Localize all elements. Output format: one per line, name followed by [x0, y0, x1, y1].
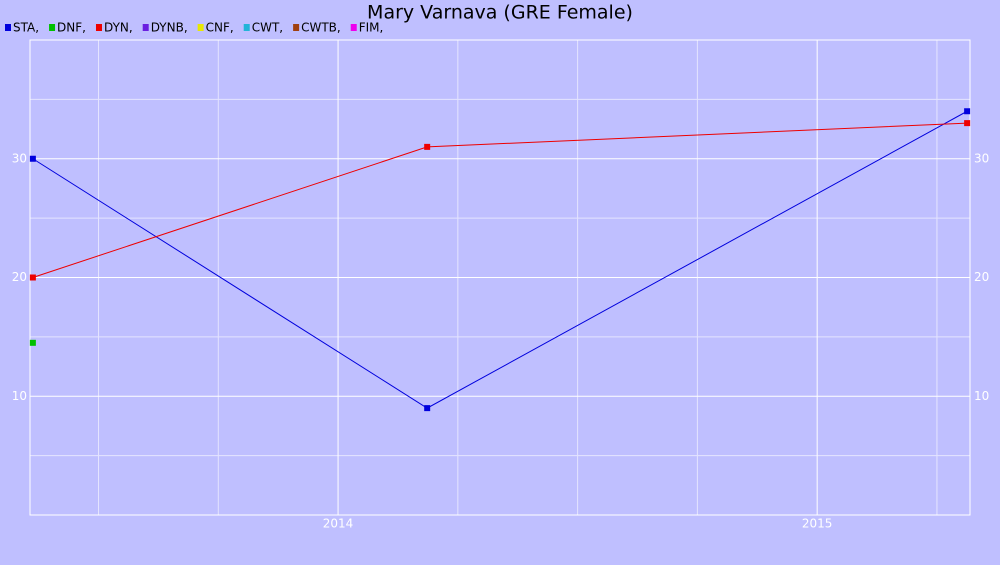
data-point: [964, 108, 971, 115]
legend-label: FIM,: [359, 21, 384, 35]
chart-title: Mary Varnava (GRE Female): [367, 2, 633, 24]
legend-swatch: [243, 24, 250, 31]
legend-label: CWTB,: [301, 21, 341, 35]
x-tick-label: 2014: [323, 517, 354, 531]
data-point: [29, 274, 36, 281]
legend-label: DNF,: [57, 21, 86, 35]
legend-label: STA,: [13, 21, 39, 35]
legend-label: DYN,: [104, 21, 133, 35]
x-tick-label: 2015: [802, 517, 833, 531]
y2-tick-label: 30: [974, 151, 989, 165]
legend-swatch: [49, 24, 56, 31]
legend-swatch: [142, 24, 149, 31]
y2-tick-label: 10: [974, 389, 989, 403]
data-point: [424, 405, 431, 412]
y-tick-label: 20: [12, 270, 27, 284]
data-point: [424, 143, 431, 150]
data-point: [29, 155, 36, 162]
legend-swatch: [95, 24, 102, 31]
legend-label: DYNB,: [151, 21, 188, 35]
legend-swatch: [5, 24, 11, 31]
legend-swatch: [197, 24, 204, 31]
legend-label: CWT,: [252, 21, 283, 35]
y-tick-label: 30: [12, 151, 27, 165]
y-tick-label: 10: [12, 389, 27, 403]
y2-tick-label: 20: [974, 270, 989, 284]
data-point: [964, 120, 971, 127]
legend-swatch: [350, 24, 357, 31]
data-point: [29, 339, 36, 346]
legend-swatch: [293, 24, 300, 31]
legend-label: CNF,: [206, 21, 234, 35]
